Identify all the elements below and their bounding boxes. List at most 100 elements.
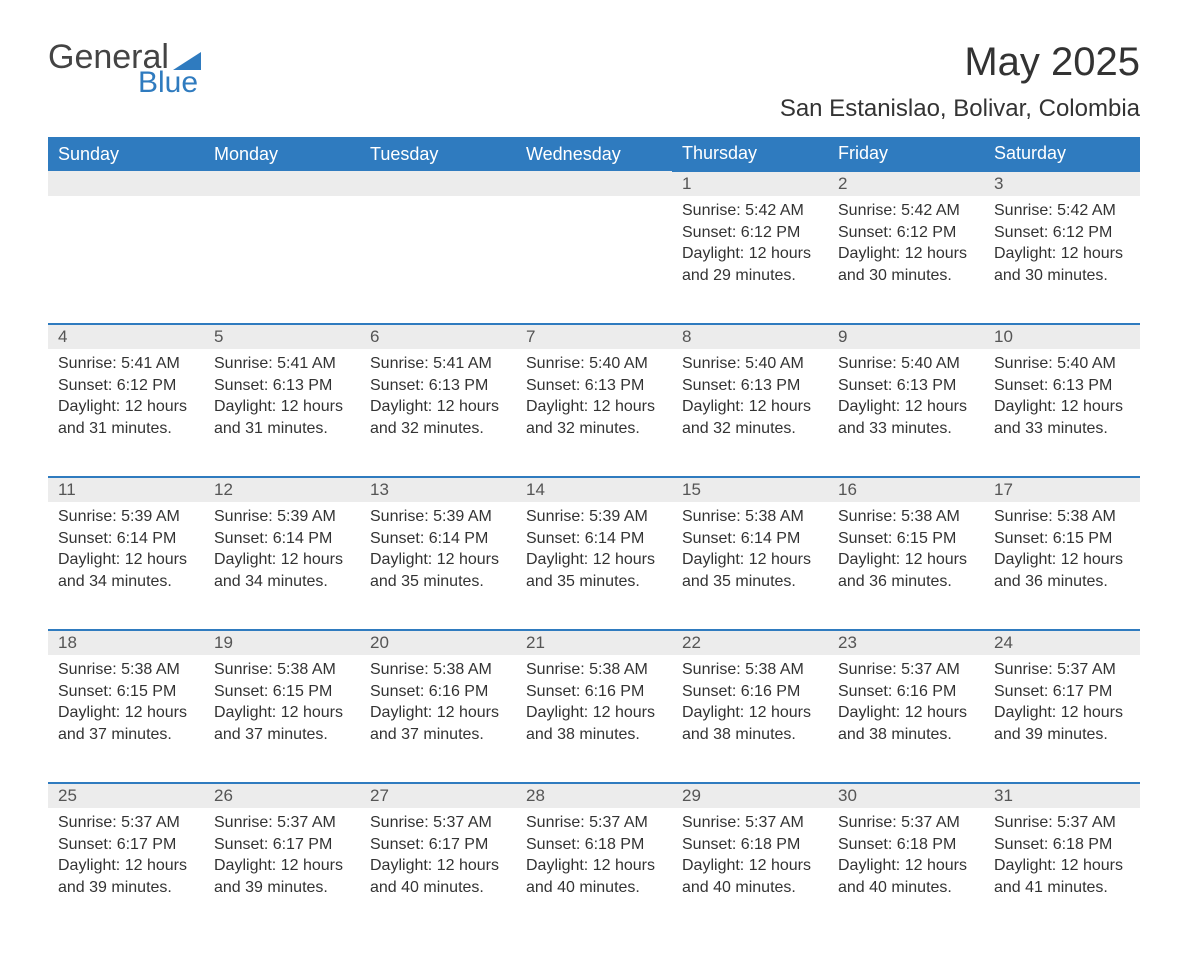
sunset-text: Sunset: 6:12 PM <box>682 222 818 244</box>
day-number-cell: 25 <box>48 783 204 808</box>
day-number-cell: 22 <box>672 630 828 655</box>
sunrise-text: Sunrise: 5:37 AM <box>214 812 350 834</box>
header: General Blue May 2025 San Estanislao, Bo… <box>48 40 1140 129</box>
sunrise-text: Sunrise: 5:37 AM <box>838 812 974 834</box>
day-number-cell: 14 <box>516 477 672 502</box>
day-content-cell <box>48 196 204 324</box>
sunrise-text: Sunrise: 5:41 AM <box>58 353 194 375</box>
daylight-text: Daylight: 12 hours and 40 minutes. <box>370 855 506 898</box>
logo-text-blue: Blue <box>138 68 201 98</box>
sunset-text: Sunset: 6:12 PM <box>994 222 1130 244</box>
sunrise-text: Sunrise: 5:39 AM <box>214 506 350 528</box>
day-header: Friday <box>828 137 984 171</box>
day-number-cell: 26 <box>204 783 360 808</box>
daylight-text: Daylight: 12 hours and 36 minutes. <box>838 549 974 592</box>
day-number-cell: 23 <box>828 630 984 655</box>
daylight-text: Daylight: 12 hours and 40 minutes. <box>526 855 662 898</box>
sunset-text: Sunset: 6:13 PM <box>994 375 1130 397</box>
day-content-cell: Sunrise: 5:38 AMSunset: 6:16 PMDaylight:… <box>360 655 516 783</box>
day-content-cell: Sunrise: 5:38 AMSunset: 6:16 PMDaylight:… <box>672 655 828 783</box>
day-number-cell: 17 <box>984 477 1140 502</box>
sunset-text: Sunset: 6:15 PM <box>838 528 974 550</box>
sunset-text: Sunset: 6:18 PM <box>682 834 818 856</box>
day-content-cell <box>204 196 360 324</box>
daylight-text: Daylight: 12 hours and 37 minutes. <box>370 702 506 745</box>
sunrise-text: Sunrise: 5:37 AM <box>526 812 662 834</box>
day-content-cell <box>360 196 516 324</box>
day-content-cell: Sunrise: 5:39 AMSunset: 6:14 PMDaylight:… <box>204 502 360 630</box>
sunset-text: Sunset: 6:13 PM <box>838 375 974 397</box>
day-content-cell: Sunrise: 5:40 AMSunset: 6:13 PMDaylight:… <box>984 349 1140 477</box>
day-content-cell: Sunrise: 5:42 AMSunset: 6:12 PMDaylight:… <box>672 196 828 324</box>
day-number-cell: 8 <box>672 324 828 349</box>
day-header: Monday <box>204 137 360 171</box>
day-number-row: 123 <box>48 171 1140 196</box>
day-number-cell: 16 <box>828 477 984 502</box>
day-number-cell: 21 <box>516 630 672 655</box>
day-number-row: 11121314151617 <box>48 477 1140 502</box>
sunset-text: Sunset: 6:16 PM <box>838 681 974 703</box>
sunset-text: Sunset: 6:18 PM <box>994 834 1130 856</box>
day-number-cell: 15 <box>672 477 828 502</box>
sunset-text: Sunset: 6:13 PM <box>214 375 350 397</box>
sunset-text: Sunset: 6:18 PM <box>838 834 974 856</box>
sunrise-text: Sunrise: 5:40 AM <box>526 353 662 375</box>
sunrise-text: Sunrise: 5:41 AM <box>370 353 506 375</box>
day-header: Sunday <box>48 137 204 171</box>
day-number-cell: 2 <box>828 171 984 196</box>
sunrise-text: Sunrise: 5:42 AM <box>838 200 974 222</box>
day-number-cell: 9 <box>828 324 984 349</box>
sunrise-text: Sunrise: 5:38 AM <box>214 659 350 681</box>
day-header: Thursday <box>672 137 828 171</box>
sunset-text: Sunset: 6:14 PM <box>526 528 662 550</box>
sunset-text: Sunset: 6:14 PM <box>214 528 350 550</box>
day-header: Saturday <box>984 137 1140 171</box>
day-content-cell: Sunrise: 5:38 AMSunset: 6:16 PMDaylight:… <box>516 655 672 783</box>
daylight-text: Daylight: 12 hours and 40 minutes. <box>838 855 974 898</box>
day-content-row: Sunrise: 5:39 AMSunset: 6:14 PMDaylight:… <box>48 502 1140 630</box>
sunset-text: Sunset: 6:15 PM <box>58 681 194 703</box>
day-number-cell <box>48 171 204 196</box>
logo: General Blue <box>48 40 201 98</box>
day-content-cell: Sunrise: 5:39 AMSunset: 6:14 PMDaylight:… <box>516 502 672 630</box>
daylight-text: Daylight: 12 hours and 39 minutes. <box>994 702 1130 745</box>
day-number-cell: 7 <box>516 324 672 349</box>
day-number-cell: 12 <box>204 477 360 502</box>
daylight-text: Daylight: 12 hours and 41 minutes. <box>994 855 1130 898</box>
sunrise-text: Sunrise: 5:40 AM <box>838 353 974 375</box>
day-number-cell: 30 <box>828 783 984 808</box>
day-number-cell: 3 <box>984 171 1140 196</box>
day-content-row: Sunrise: 5:42 AMSunset: 6:12 PMDaylight:… <box>48 196 1140 324</box>
day-content-cell: Sunrise: 5:42 AMSunset: 6:12 PMDaylight:… <box>984 196 1140 324</box>
day-content-cell: Sunrise: 5:37 AMSunset: 6:17 PMDaylight:… <box>204 808 360 936</box>
sunset-text: Sunset: 6:17 PM <box>994 681 1130 703</box>
day-content-row: Sunrise: 5:38 AMSunset: 6:15 PMDaylight:… <box>48 655 1140 783</box>
day-number-cell <box>516 171 672 196</box>
sunset-text: Sunset: 6:17 PM <box>370 834 506 856</box>
daylight-text: Daylight: 12 hours and 38 minutes. <box>838 702 974 745</box>
daylight-text: Daylight: 12 hours and 36 minutes. <box>994 549 1130 592</box>
daylight-text: Daylight: 12 hours and 30 minutes. <box>994 243 1130 286</box>
sunrise-text: Sunrise: 5:38 AM <box>58 659 194 681</box>
day-content-cell: Sunrise: 5:37 AMSunset: 6:17 PMDaylight:… <box>48 808 204 936</box>
day-number-cell: 20 <box>360 630 516 655</box>
sunset-text: Sunset: 6:13 PM <box>370 375 506 397</box>
daylight-text: Daylight: 12 hours and 33 minutes. <box>994 396 1130 439</box>
day-content-cell: Sunrise: 5:38 AMSunset: 6:14 PMDaylight:… <box>672 502 828 630</box>
sunset-text: Sunset: 6:17 PM <box>214 834 350 856</box>
sunrise-text: Sunrise: 5:37 AM <box>994 812 1130 834</box>
daylight-text: Daylight: 12 hours and 38 minutes. <box>526 702 662 745</box>
day-number-cell: 28 <box>516 783 672 808</box>
daylight-text: Daylight: 12 hours and 32 minutes. <box>370 396 506 439</box>
day-content-cell: Sunrise: 5:38 AMSunset: 6:15 PMDaylight:… <box>204 655 360 783</box>
day-number-cell <box>204 171 360 196</box>
day-number-cell: 5 <box>204 324 360 349</box>
sunset-text: Sunset: 6:16 PM <box>370 681 506 703</box>
day-number-row: 45678910 <box>48 324 1140 349</box>
sunset-text: Sunset: 6:16 PM <box>682 681 818 703</box>
sunrise-text: Sunrise: 5:38 AM <box>682 659 818 681</box>
daylight-text: Daylight: 12 hours and 37 minutes. <box>58 702 194 745</box>
daylight-text: Daylight: 12 hours and 31 minutes. <box>214 396 350 439</box>
day-number-row: 25262728293031 <box>48 783 1140 808</box>
day-number-cell: 29 <box>672 783 828 808</box>
